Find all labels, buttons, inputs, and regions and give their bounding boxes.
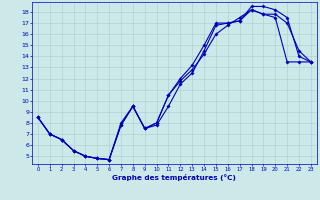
X-axis label: Graphe des températures (°C): Graphe des températures (°C) (112, 174, 236, 181)
